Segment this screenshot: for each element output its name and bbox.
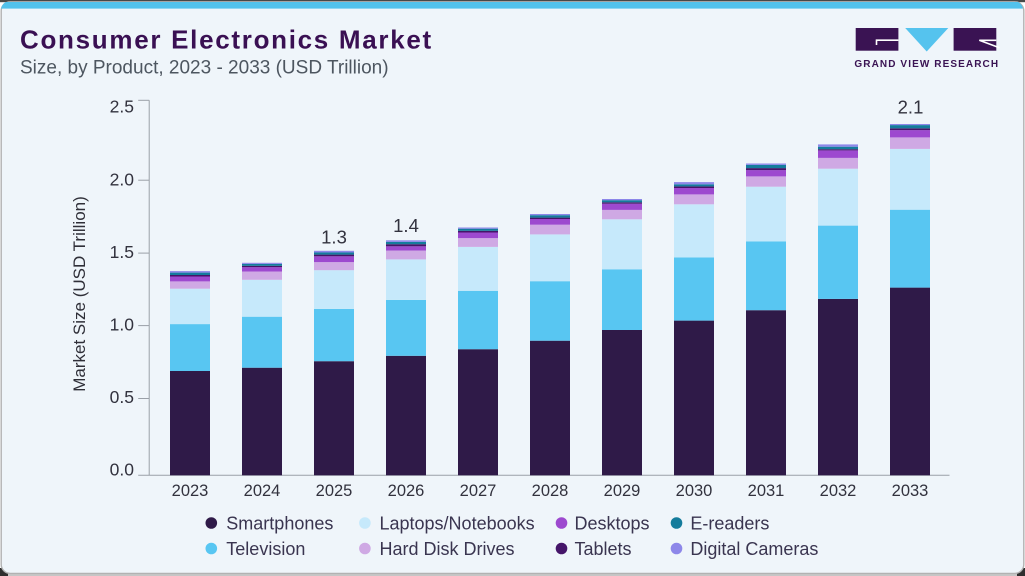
svg-text:2.5: 2.5 <box>110 97 134 117</box>
svg-text:1.4: 1.4 <box>393 215 419 236</box>
svg-text:2031: 2031 <box>748 482 785 500</box>
svg-text:2023: 2023 <box>172 482 209 500</box>
svg-text:1.0: 1.0 <box>110 315 135 335</box>
svg-text:Smartphones: Smartphones <box>226 513 333 533</box>
svg-text:2028: 2028 <box>532 482 569 500</box>
svg-text:Television: Television <box>226 539 305 559</box>
svg-text:0.0: 0.0 <box>110 460 135 480</box>
svg-text:2032: 2032 <box>820 482 857 500</box>
svg-text:Digital Cameras: Digital Cameras <box>690 539 818 559</box>
svg-text:Market Size (USD Trillion): Market Size (USD Trillion) <box>70 196 89 392</box>
svg-text:0.5: 0.5 <box>110 387 134 407</box>
svg-text:2.0: 2.0 <box>110 169 135 189</box>
svg-text:E-readers: E-readers <box>690 513 769 533</box>
svg-text:Hard Disk Drives: Hard Disk Drives <box>380 539 515 559</box>
svg-text:GRAND VIEW RESEARCH: GRAND VIEW RESEARCH <box>854 59 999 70</box>
svg-text:2030: 2030 <box>676 482 713 500</box>
svg-text:2024: 2024 <box>244 482 281 500</box>
svg-text:Tablets: Tablets <box>575 539 632 559</box>
svg-text:2033: 2033 <box>892 482 929 500</box>
svg-text:2026: 2026 <box>388 482 425 500</box>
svg-text:1.3: 1.3 <box>321 227 347 248</box>
svg-text:1.5: 1.5 <box>110 242 134 262</box>
svg-text:2025: 2025 <box>316 482 353 500</box>
svg-text:2.1: 2.1 <box>898 97 924 118</box>
svg-text:2029: 2029 <box>604 482 641 500</box>
svg-text:Size, by Product, 2023 - 2033: Size, by Product, 2023 - 2033 (USD Trill… <box>20 58 389 79</box>
svg-text:Laptops/Notebooks: Laptops/Notebooks <box>380 513 535 533</box>
svg-text:Consumer Electronics Market: Consumer Electronics Market <box>20 25 433 55</box>
svg-text:2027: 2027 <box>460 482 497 500</box>
svg-text:Desktops: Desktops <box>575 513 650 533</box>
